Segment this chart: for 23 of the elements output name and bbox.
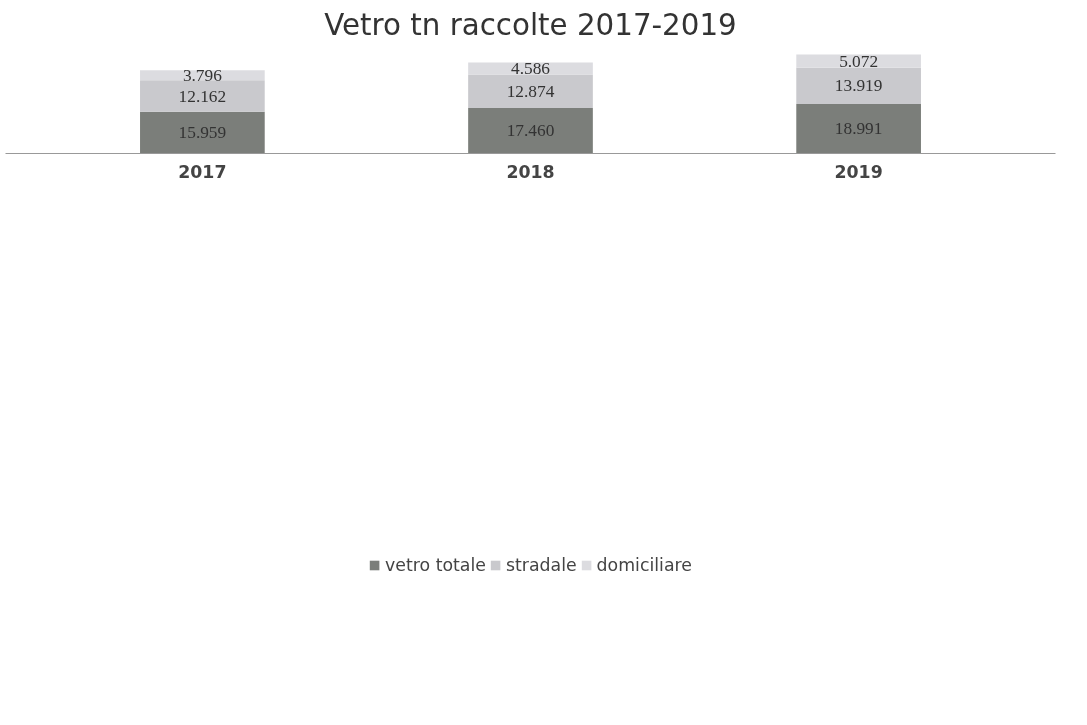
x-tick-label: 2019 bbox=[834, 161, 883, 182]
data-label: 4.586 bbox=[511, 58, 551, 78]
bar bbox=[796, 67, 921, 104]
x-tick-label: 2018 bbox=[506, 161, 555, 182]
x-tick-label: 2017 bbox=[178, 161, 227, 182]
bar bbox=[468, 74, 593, 108]
bar bbox=[468, 107, 593, 154]
bar bbox=[796, 103, 921, 154]
bar bbox=[140, 80, 265, 112]
chart-title: Vetro tn raccolte 2017-2019 bbox=[324, 7, 737, 42]
data-label: 12.162 bbox=[178, 86, 227, 106]
data-label: 15.959 bbox=[178, 123, 227, 143]
bar bbox=[140, 111, 265, 154]
legend-label: domiciliare bbox=[596, 555, 692, 575]
data-label: 12.874 bbox=[506, 81, 555, 101]
data-label: 18.991 bbox=[834, 119, 883, 139]
data-label: 17.460 bbox=[506, 121, 555, 141]
data-label: 3.796 bbox=[182, 65, 223, 85]
data-label: 13.919 bbox=[834, 76, 883, 96]
data-label: 5.072 bbox=[839, 51, 879, 71]
bar bbox=[796, 54, 921, 68]
legend-label: vetro totale bbox=[385, 555, 486, 575]
legend-label: stradale bbox=[505, 555, 577, 575]
